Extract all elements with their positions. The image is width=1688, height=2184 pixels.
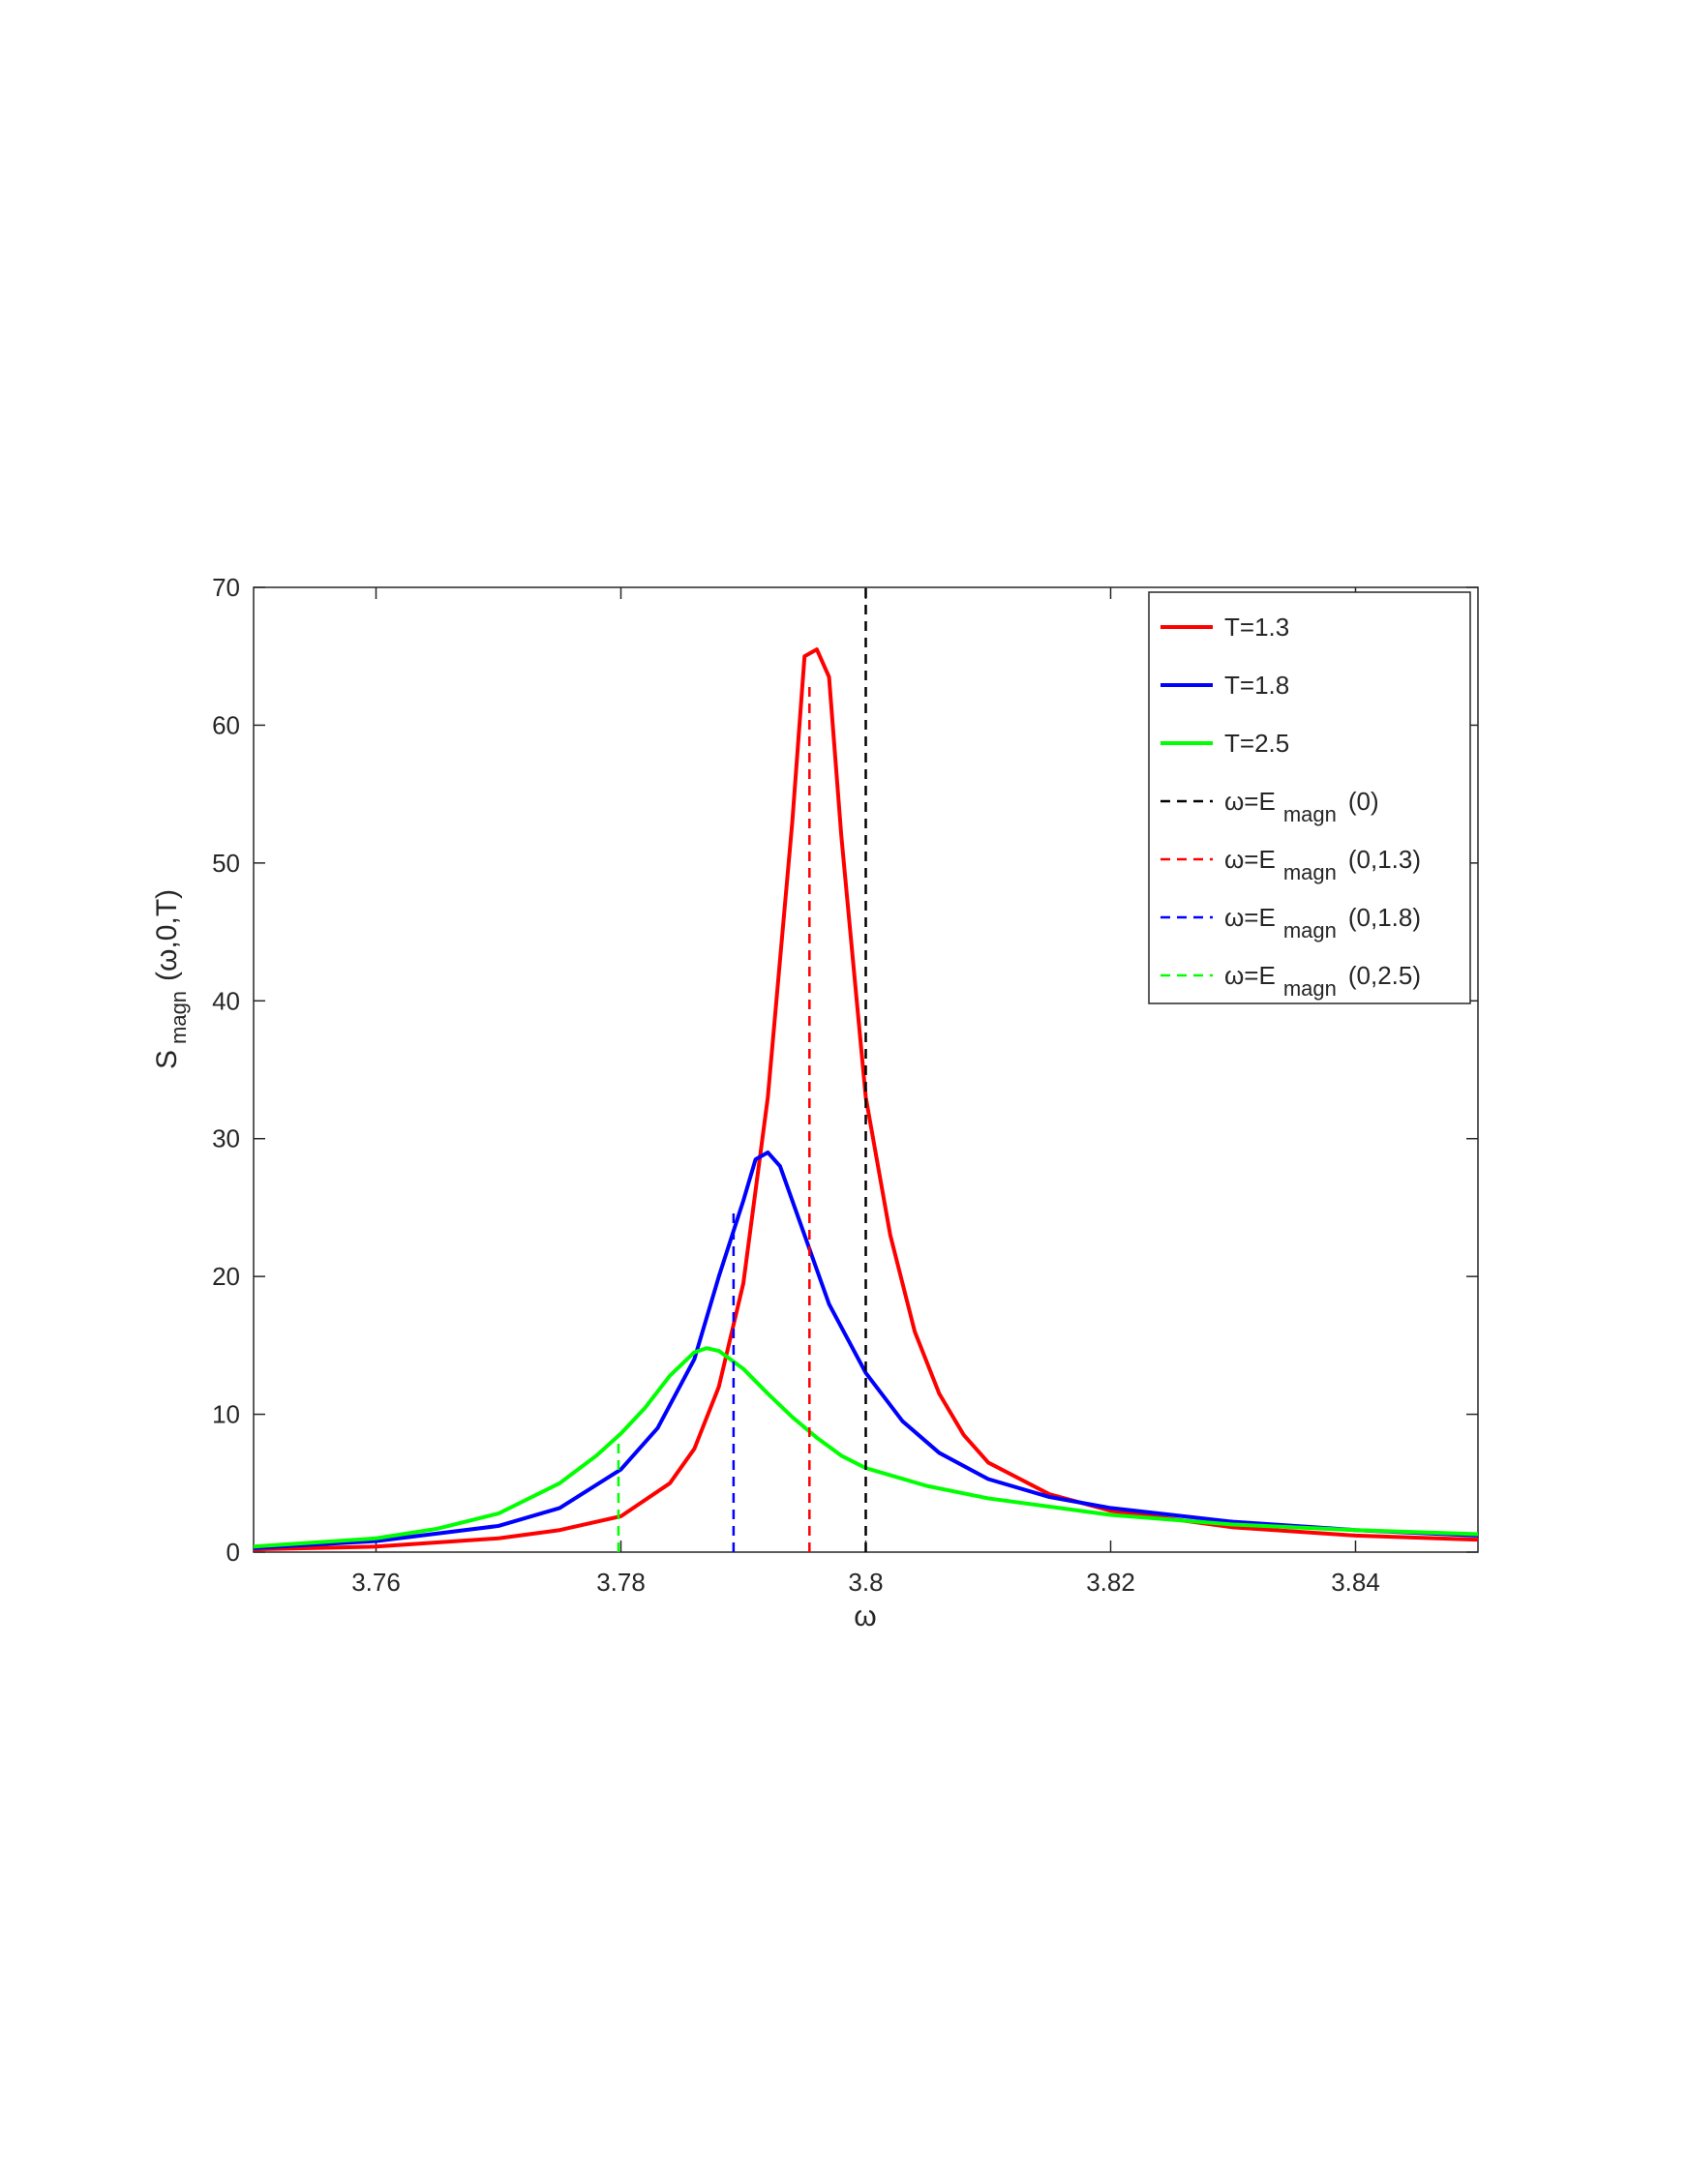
legend-label-2: T=2.5 xyxy=(1224,729,1289,758)
y-tick-label: 50 xyxy=(212,849,240,878)
y-tick-label: 40 xyxy=(212,986,240,1015)
axis-ticks: 3.76 3.78 3.8 3.82 3.84 0 10 20 30 40 50 60 70 xyxy=(212,573,1478,1597)
x-tick-label: 3.84 xyxy=(1331,1568,1380,1597)
y-axis-label-args: (ω,0,T) xyxy=(151,889,183,981)
legend-label-5: ω=E magn (0,1.8) xyxy=(1224,903,1421,942)
svg-text:Smagn(ω,0,T): Smagn (ω,0,T) xyxy=(151,889,191,1069)
series-line-0 xyxy=(254,647,1478,1552)
x-tick-label: 3.76 xyxy=(351,1568,401,1597)
y-tick-label: 20 xyxy=(212,1262,240,1291)
y-axis-label-main: S xyxy=(151,1050,183,1069)
legend-box xyxy=(1148,591,1471,1004)
x-tick-label: 3.8 xyxy=(848,1568,883,1597)
y-axis-label-sub: magn xyxy=(166,991,191,1044)
y-tick-label: 60 xyxy=(212,710,240,739)
series-line-2 xyxy=(254,1346,1478,1549)
y-tick-label: 70 xyxy=(212,573,240,602)
legend-label-0: T=1.3 xyxy=(1224,613,1289,642)
legend-label-3: ω=E magn (0) xyxy=(1224,787,1379,826)
legend-label-6: ω=E magn (0,2.5) xyxy=(1224,961,1421,1001)
y-tick-label: 0 xyxy=(226,1538,240,1567)
x-tick-label: 3.82 xyxy=(1086,1568,1135,1597)
legend-label-1: T=1.8 xyxy=(1224,671,1289,700)
x-axis-label: ω xyxy=(854,1601,876,1632)
y-tick-label: 30 xyxy=(212,1124,240,1153)
legend: T=1.3 T=1.8 T=2.5 ω=E magn (0) ω=E magn (0,1.3) ω… xyxy=(1148,591,1471,1004)
y-axis-label: Smagn (ω,0,T) xyxy=(151,889,191,1069)
x-tick-label: 3.78 xyxy=(596,1568,646,1597)
legend-label-4: ω=E magn (0,1.3) xyxy=(1224,845,1421,884)
series-layer xyxy=(254,587,1478,1552)
series-line-1 xyxy=(254,1150,1478,1550)
y-tick-label: 10 xyxy=(212,1400,240,1429)
